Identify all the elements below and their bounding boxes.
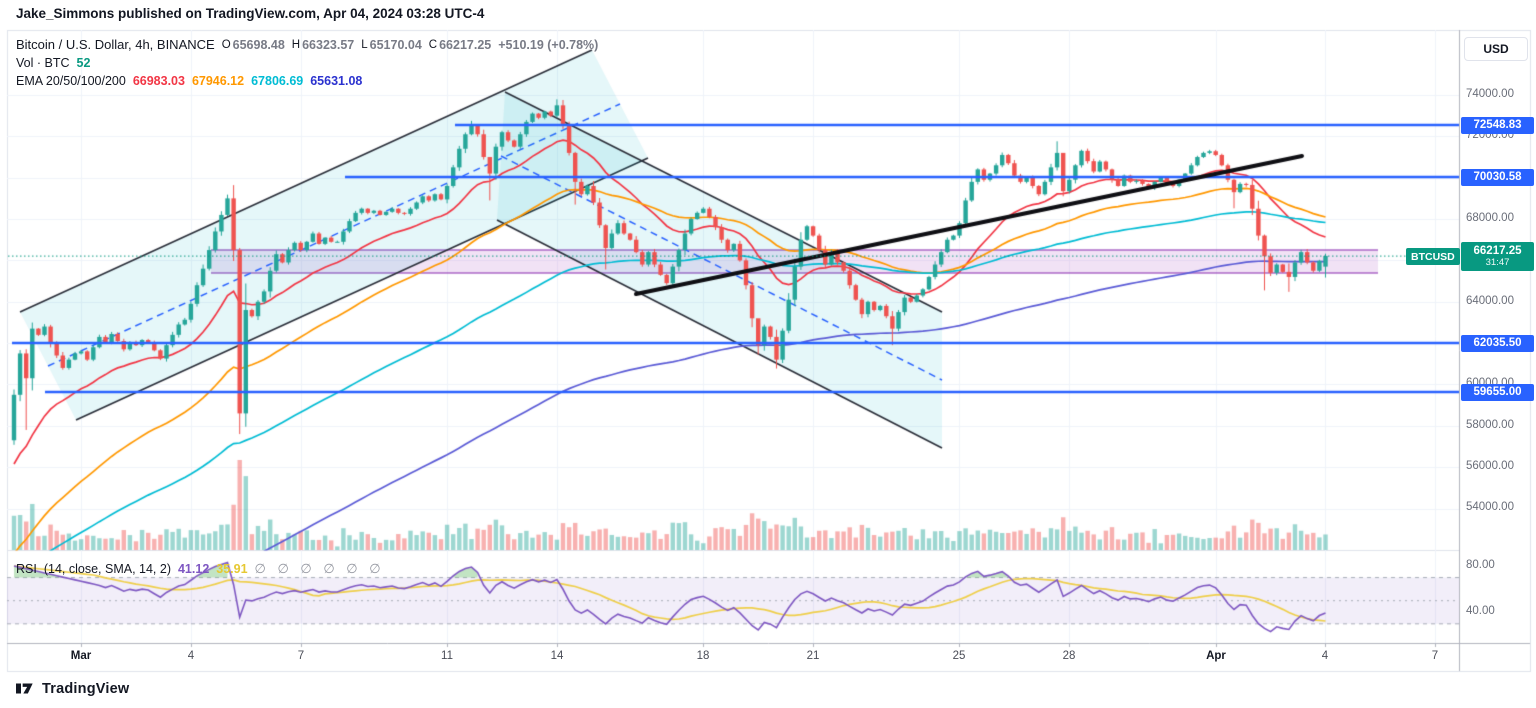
tradingview-logo-icon [16,683,33,694]
tradingview-brand-text: TradingView [42,680,130,697]
footer-brand[interactable]: TradingView [16,680,129,697]
currency-usd-button[interactable]: USD [1464,37,1528,61]
